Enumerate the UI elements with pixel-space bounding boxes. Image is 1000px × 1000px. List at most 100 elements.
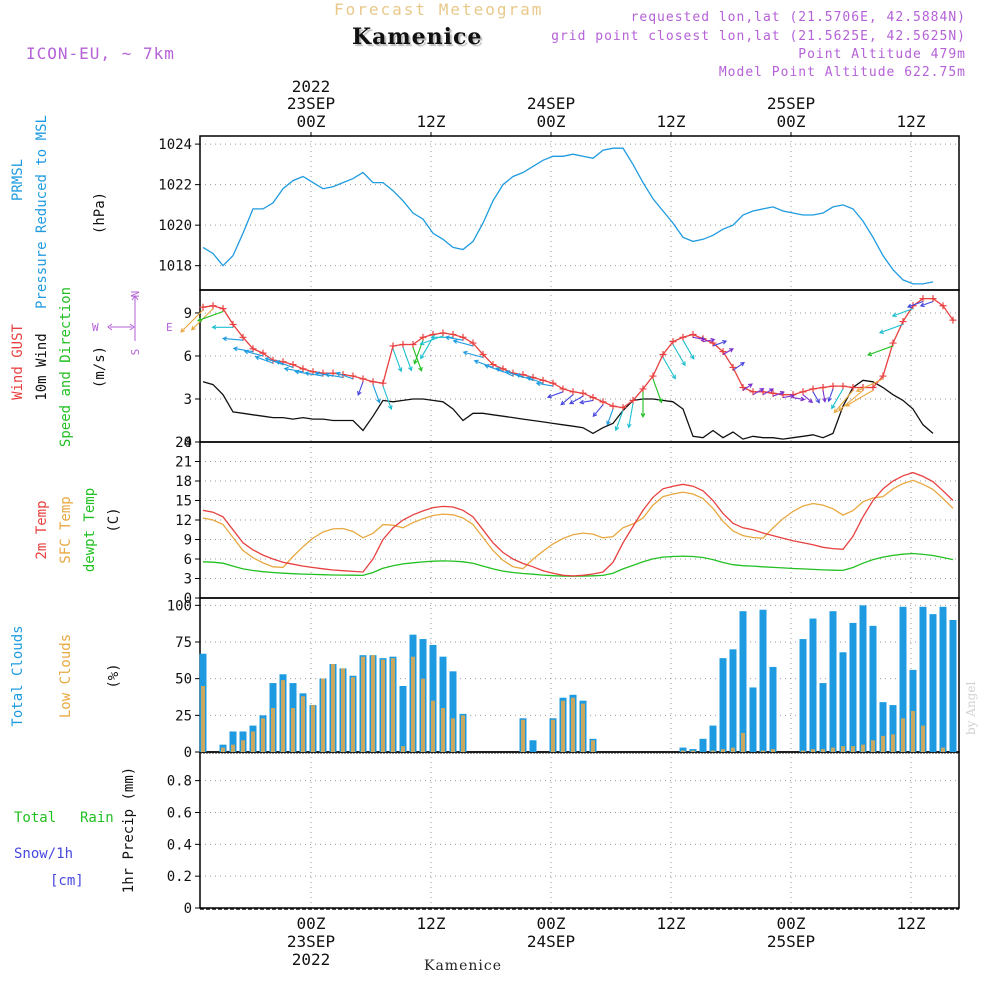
grid-point-coords: grid point closest lon,lat (21.5625E, 42…: [551, 29, 966, 44]
low-cloud-bar: [861, 744, 865, 752]
wind-arrow: [495, 367, 514, 377]
top-axis-hour: 00Z: [777, 112, 806, 131]
wind-arrow: [232, 346, 254, 353]
total-cloud-bar: [769, 666, 777, 752]
compass-s: S: [129, 349, 142, 356]
requested-coords: requested lon,lat (21.5706E, 42.5884N): [630, 10, 966, 25]
low-cloud-bar: [911, 710, 915, 752]
total-cloud-bar: [939, 606, 947, 752]
wind-arrow: [792, 396, 806, 402]
compass-w: W: [92, 321, 99, 334]
low-cloud-bar: [391, 658, 395, 752]
wind-arrow: [473, 359, 494, 368]
low-cloud-bar: [411, 656, 415, 752]
total-cloud-bar: [719, 658, 727, 752]
wind-arrow: [444, 335, 464, 341]
wind-arrow: [505, 370, 524, 378]
low-cloud-bar: [691, 750, 695, 752]
bottom-axis-date: 24SEP: [527, 932, 575, 951]
low-cloud-bar: [201, 686, 205, 752]
wind-arrow: [569, 395, 584, 405]
bottom-axis-hour: 12Z: [897, 914, 926, 933]
low-cloud-bar: [231, 744, 235, 752]
precip-label-cm: [cm]: [50, 873, 84, 889]
wind-arrow: [304, 371, 324, 377]
precip-label-snow: Snow/1h: [14, 846, 74, 862]
low-cloud-bar: [451, 718, 455, 752]
gust-marker: [559, 385, 567, 393]
low-cloud-bar: [841, 746, 845, 752]
location-title: Kamenice: [352, 24, 483, 50]
total-clouds-label: Total Clouds: [10, 625, 26, 726]
gust-marker: [409, 340, 417, 348]
low-cloud-bar: [331, 664, 335, 752]
sfc-temp-line: [202, 479, 954, 570]
pressure-label: PRMSL: [10, 159, 26, 201]
ytick-label-precip: 0: [184, 901, 192, 917]
bottom-axis-hour: 00Z: [777, 914, 806, 933]
low-cloud-bar: [831, 747, 835, 752]
gust-marker: [889, 339, 897, 347]
wind-arrow: [867, 345, 894, 357]
low-cloud-bar: [321, 678, 325, 752]
total-cloud-bar: [949, 620, 957, 752]
wind-arrow: [579, 399, 594, 405]
ytick-label-precip: 0.8: [167, 774, 192, 790]
gust-marker: [609, 402, 617, 410]
low-cloud-bar: [431, 700, 435, 752]
gust-marker: [649, 372, 657, 380]
low-cloud-bar: [941, 747, 945, 752]
ytick-label-temperature: 6: [184, 552, 192, 568]
low-cloud-bar: [921, 725, 925, 752]
wind-arrow: [822, 390, 827, 403]
ytick-label-temperature: 12: [175, 513, 192, 529]
low-cloud-bar: [811, 749, 815, 752]
precip-label-total: Total: [14, 810, 57, 826]
chart-title: Forecast Meteogram: [334, 0, 544, 19]
low-cloud-bar: [301, 696, 305, 752]
wind-gust-label: Wind GUST: [10, 324, 26, 400]
total-cloud-bar: [919, 606, 927, 752]
low-cloud-bar: [761, 750, 765, 752]
wind-arrow: [906, 300, 924, 309]
wind-arrow: [546, 391, 564, 399]
low-cloud-bar: [261, 718, 265, 752]
wind-arrow: [283, 366, 304, 373]
wind-arrow: [845, 389, 874, 407]
gust-marker: [359, 375, 367, 383]
compass-e: E: [166, 321, 173, 334]
wind-arrow: [772, 391, 785, 397]
total-cloud-bar: [699, 738, 707, 752]
compass-rose: [107, 295, 139, 341]
gust-marker: [679, 333, 687, 341]
low-cloud-bar: [271, 708, 275, 752]
wind-arrow: [412, 347, 423, 372]
model-altitude: Model Point Altitude 622.75m: [718, 65, 966, 80]
wind-arrow: [802, 394, 814, 404]
ytick-label-wind: 0: [184, 435, 192, 451]
wind-arrow: [372, 384, 381, 404]
total-cloud-bar: [399, 686, 407, 752]
low-cloud-bar: [421, 678, 425, 752]
wind-arrow: [919, 300, 934, 308]
total-cloud-bar: [849, 622, 857, 752]
gust-marker: [629, 396, 637, 404]
ytick-label-pressure: 1022: [158, 178, 192, 194]
wind-arrow: [211, 324, 233, 330]
ytick-label-pressure: 1018: [158, 259, 192, 275]
wind-gust-line: [202, 297, 954, 409]
bottom-axis-year: 2022: [292, 950, 331, 969]
top-axis-hour: 00Z: [537, 112, 566, 131]
wind-arrow: [535, 381, 554, 387]
low-cloud-bar: [401, 746, 405, 752]
wind-arrow: [402, 347, 413, 372]
low-cloud-bar: [571, 697, 575, 752]
total-cloud-bar: [709, 725, 717, 752]
wind-arrow: [606, 408, 614, 426]
low-cloud-bar: [381, 659, 385, 752]
low-cloud-bar: [291, 708, 295, 752]
total-cloud-bar: [929, 614, 937, 752]
low-cloud-bar: [731, 747, 735, 752]
wind-speed-line: [202, 379, 934, 440]
wind-arrow: [837, 389, 864, 412]
